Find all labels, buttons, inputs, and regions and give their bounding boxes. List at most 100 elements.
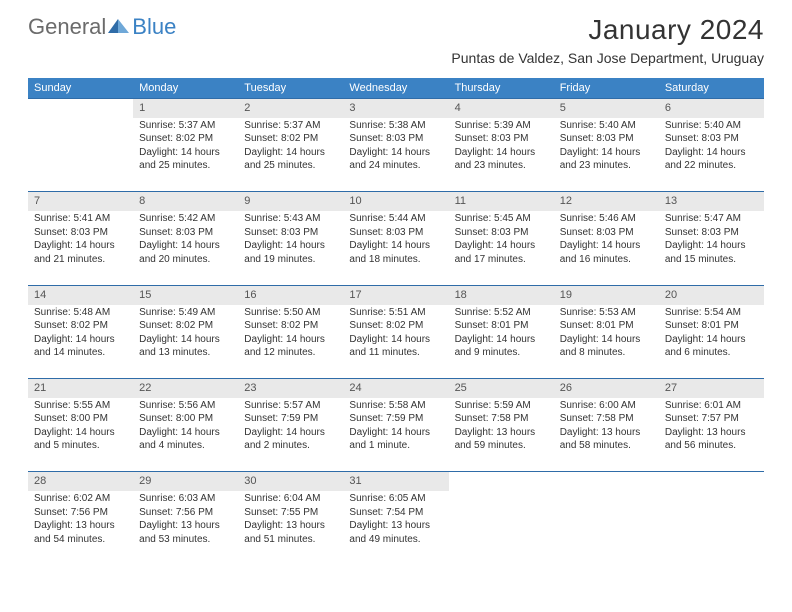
daylight-text: Daylight: 13 hours and 58 minutes. [560,426,653,453]
day-number: 14 [28,285,133,304]
day-cell: Sunrise: 5:39 AMSunset: 8:03 PMDaylight:… [449,118,554,192]
sunset-text: Sunset: 7:59 PM [244,412,337,426]
day-number: 28 [28,472,133,491]
sunset-text: Sunset: 8:02 PM [244,132,337,146]
daylight-text: Daylight: 13 hours and 56 minutes. [665,426,758,453]
daylight-text: Daylight: 14 hours and 23 minutes. [455,146,548,173]
detail-row: Sunrise: 5:37 AMSunset: 8:02 PMDaylight:… [28,118,764,192]
day-number: 20 [659,285,764,304]
daylight-text: Daylight: 14 hours and 19 minutes. [244,239,337,266]
day-cell: Sunrise: 5:40 AMSunset: 8:03 PMDaylight:… [659,118,764,192]
daylight-text: Daylight: 13 hours and 54 minutes. [34,519,127,546]
day-number: 1 [133,99,238,118]
logo-text-blue: Blue [132,14,176,40]
day-number: 31 [343,472,448,491]
day-number: 11 [449,192,554,211]
sunrise-text: Sunrise: 6:04 AM [244,492,337,506]
day-number: 15 [133,285,238,304]
day-number: 24 [343,379,448,398]
day-cell: Sunrise: 5:43 AMSunset: 8:03 PMDaylight:… [238,211,343,285]
sunset-text: Sunset: 8:01 PM [560,319,653,333]
sunrise-text: Sunrise: 5:37 AM [139,119,232,133]
sunset-text: Sunset: 8:02 PM [34,319,127,333]
daylight-text: Daylight: 14 hours and 13 minutes. [139,333,232,360]
day-number: 25 [449,379,554,398]
day-cell: Sunrise: 5:38 AMSunset: 8:03 PMDaylight:… [343,118,448,192]
day-cell: Sunrise: 5:41 AMSunset: 8:03 PMDaylight:… [28,211,133,285]
sunrise-text: Sunrise: 5:43 AM [244,212,337,226]
daylight-text: Daylight: 14 hours and 8 minutes. [560,333,653,360]
weekday-header: Friday [554,78,659,99]
day-cell [28,118,133,192]
logo-text-general: General [28,14,106,40]
daylight-text: Daylight: 14 hours and 23 minutes. [560,146,653,173]
daylight-text: Daylight: 13 hours and 53 minutes. [139,519,232,546]
day-cell: Sunrise: 6:00 AMSunset: 7:58 PMDaylight:… [554,398,659,472]
daylight-text: Daylight: 14 hours and 2 minutes. [244,426,337,453]
sunset-text: Sunset: 7:58 PM [455,412,548,426]
day-number: 6 [659,99,764,118]
daylight-text: Daylight: 13 hours and 51 minutes. [244,519,337,546]
day-number: 17 [343,285,448,304]
day-cell: Sunrise: 5:44 AMSunset: 8:03 PMDaylight:… [343,211,448,285]
sunrise-text: Sunrise: 5:50 AM [244,306,337,320]
sunset-text: Sunset: 8:03 PM [665,132,758,146]
day-number: 22 [133,379,238,398]
day-cell: Sunrise: 5:59 AMSunset: 7:58 PMDaylight:… [449,398,554,472]
detail-row: Sunrise: 5:48 AMSunset: 8:02 PMDaylight:… [28,305,764,379]
logo: General Blue [28,14,176,40]
day-number: 10 [343,192,448,211]
day-number [28,99,133,118]
daylight-text: Daylight: 14 hours and 25 minutes. [244,146,337,173]
weekday-header: Monday [133,78,238,99]
daynum-row: 28293031 [28,472,764,491]
daylight-text: Daylight: 14 hours and 17 minutes. [455,239,548,266]
sunset-text: Sunset: 8:03 PM [349,132,442,146]
day-number: 19 [554,285,659,304]
day-number: 2 [238,99,343,118]
day-number: 8 [133,192,238,211]
day-number: 23 [238,379,343,398]
sunrise-text: Sunrise: 5:52 AM [455,306,548,320]
sunset-text: Sunset: 8:00 PM [34,412,127,426]
daylight-text: Daylight: 14 hours and 20 minutes. [139,239,232,266]
day-cell: Sunrise: 5:47 AMSunset: 8:03 PMDaylight:… [659,211,764,285]
sunrise-text: Sunrise: 5:56 AM [139,399,232,413]
sunset-text: Sunset: 8:03 PM [455,132,548,146]
sunset-text: Sunset: 8:03 PM [34,226,127,240]
sunset-text: Sunset: 7:55 PM [244,506,337,520]
sunset-text: Sunset: 8:03 PM [455,226,548,240]
day-number [449,472,554,491]
daynum-row: 123456 [28,99,764,118]
weekday-header: Tuesday [238,78,343,99]
sunset-text: Sunset: 8:02 PM [139,132,232,146]
day-number: 7 [28,192,133,211]
day-cell: Sunrise: 5:56 AMSunset: 8:00 PMDaylight:… [133,398,238,472]
sunset-text: Sunset: 8:03 PM [244,226,337,240]
daylight-text: Daylight: 14 hours and 21 minutes. [34,239,127,266]
day-cell: Sunrise: 6:03 AMSunset: 7:56 PMDaylight:… [133,491,238,565]
sunset-text: Sunset: 8:03 PM [349,226,442,240]
daylight-text: Daylight: 14 hours and 24 minutes. [349,146,442,173]
sunrise-text: Sunrise: 5:42 AM [139,212,232,226]
day-cell: Sunrise: 5:57 AMSunset: 7:59 PMDaylight:… [238,398,343,472]
day-cell: Sunrise: 5:51 AMSunset: 8:02 PMDaylight:… [343,305,448,379]
sunrise-text: Sunrise: 5:53 AM [560,306,653,320]
day-number: 12 [554,192,659,211]
day-cell: Sunrise: 5:58 AMSunset: 7:59 PMDaylight:… [343,398,448,472]
detail-row: Sunrise: 6:02 AMSunset: 7:56 PMDaylight:… [28,491,764,565]
daylight-text: Daylight: 13 hours and 59 minutes. [455,426,548,453]
day-number: 21 [28,379,133,398]
sunset-text: Sunset: 8:01 PM [665,319,758,333]
day-cell: Sunrise: 5:46 AMSunset: 8:03 PMDaylight:… [554,211,659,285]
sunset-text: Sunset: 7:56 PM [34,506,127,520]
day-cell: Sunrise: 5:37 AMSunset: 8:02 PMDaylight:… [238,118,343,192]
daylight-text: Daylight: 14 hours and 6 minutes. [665,333,758,360]
day-cell [449,491,554,565]
daylight-text: Daylight: 14 hours and 1 minute. [349,426,442,453]
sunrise-text: Sunrise: 5:39 AM [455,119,548,133]
day-number: 27 [659,379,764,398]
day-number: 30 [238,472,343,491]
sunrise-text: Sunrise: 5:51 AM [349,306,442,320]
sunset-text: Sunset: 8:03 PM [560,226,653,240]
